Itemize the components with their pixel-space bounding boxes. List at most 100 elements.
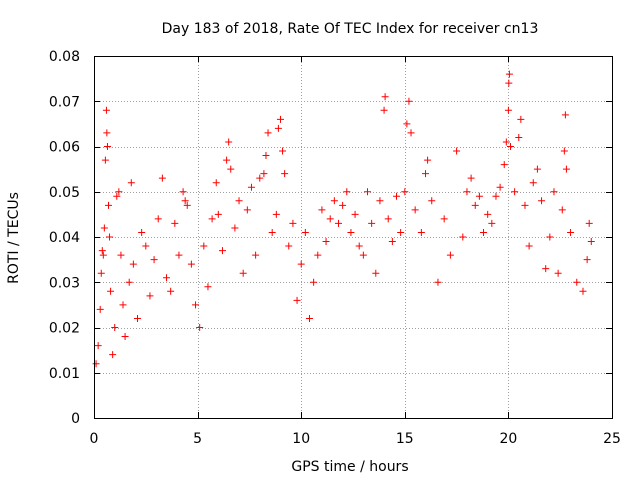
data-point	[218, 247, 226, 255]
data-point	[463, 188, 471, 196]
data-point	[546, 233, 554, 241]
data-point	[401, 188, 409, 196]
data-point	[105, 201, 113, 209]
data-point	[256, 174, 264, 182]
data-point	[235, 197, 243, 205]
data-point	[94, 342, 102, 350]
data-point	[381, 93, 389, 101]
data-point	[405, 97, 413, 105]
data-point	[279, 147, 287, 155]
data-point	[453, 147, 461, 155]
data-point	[109, 351, 117, 359]
data-point	[334, 219, 342, 227]
chart-title: Day 183 of 2018, Rate Of TEC Index for r…	[162, 21, 539, 37]
data-point	[239, 269, 247, 277]
x-tick-label: 5	[193, 431, 202, 447]
data-point	[504, 106, 512, 114]
data-point	[380, 106, 388, 114]
data-point	[146, 292, 154, 300]
data-point	[525, 242, 533, 250]
data-point	[326, 215, 334, 223]
data-point	[583, 256, 591, 264]
data-point	[214, 210, 222, 218]
data-point	[272, 210, 280, 218]
data-point	[204, 283, 212, 291]
data-point	[471, 201, 479, 209]
data-point	[542, 265, 550, 273]
data-point	[505, 70, 513, 78]
data-point	[573, 278, 581, 286]
data-point	[579, 287, 587, 295]
data-point	[158, 174, 166, 182]
data-point	[138, 228, 146, 236]
data-point	[364, 188, 372, 196]
data-point	[533, 165, 541, 173]
data-point	[281, 170, 289, 178]
data-point	[359, 251, 367, 259]
data-point	[459, 233, 467, 241]
data-point	[372, 269, 380, 277]
data-point	[343, 188, 351, 196]
data-point	[521, 201, 529, 209]
data-point	[171, 219, 179, 227]
data-point	[113, 192, 121, 200]
data-point	[403, 120, 411, 128]
x-tick-label: 15	[396, 431, 414, 447]
data-point	[297, 260, 305, 268]
data-point	[107, 287, 115, 295]
y-tick-label: 0.01	[49, 366, 80, 382]
data-point	[97, 269, 105, 277]
data-point	[99, 251, 107, 259]
data-point	[103, 129, 111, 137]
data-point	[181, 197, 189, 205]
data-point	[142, 242, 150, 250]
data-point	[262, 152, 270, 160]
data-point	[318, 206, 326, 214]
y-axis-label: ROTI / TECUs	[6, 192, 22, 284]
data-point	[150, 256, 158, 264]
y-tick-label: 0.05	[49, 185, 80, 201]
data-point	[223, 156, 231, 164]
y-tick-label: 0.04	[49, 230, 80, 246]
data-point	[484, 210, 492, 218]
data-point	[212, 179, 220, 187]
data-point	[480, 228, 488, 236]
data-point	[347, 228, 355, 236]
data-point	[446, 251, 454, 259]
data-point	[247, 183, 255, 191]
data-point	[129, 260, 137, 268]
data-point	[561, 111, 569, 119]
data-point	[127, 179, 135, 187]
data-point	[115, 188, 123, 196]
data-point	[117, 251, 125, 259]
data-point	[111, 324, 119, 331]
data-point	[163, 274, 171, 282]
data-point	[289, 219, 297, 227]
data-point	[96, 305, 104, 313]
data-point	[407, 129, 415, 137]
x-tick-label: 20	[499, 431, 517, 447]
data-point	[384, 215, 392, 223]
y-tick-label: 0.02	[49, 321, 80, 337]
data-point	[502, 138, 510, 146]
data-point	[285, 242, 293, 250]
data-point	[125, 278, 133, 286]
data-point	[208, 215, 216, 223]
data-point	[567, 228, 575, 236]
data-point	[560, 147, 568, 155]
data-point	[422, 170, 430, 178]
x-tick-labels: 0 5 10 15 20 25	[90, 431, 621, 447]
axis-ticks	[94, 56, 613, 419]
data-point	[500, 161, 508, 169]
data-point	[506, 143, 514, 150]
data-point	[505, 79, 513, 87]
data-point	[167, 287, 175, 295]
data-point	[264, 129, 272, 137]
data-point	[339, 201, 347, 209]
y-tick-labels: 0 0.01 0.02 0.03 0.04 0.05 0.06 0.07 0.08	[49, 49, 80, 427]
data-point	[175, 251, 183, 259]
data-point	[562, 165, 570, 173]
data-point	[301, 228, 309, 236]
data-point	[529, 179, 537, 187]
